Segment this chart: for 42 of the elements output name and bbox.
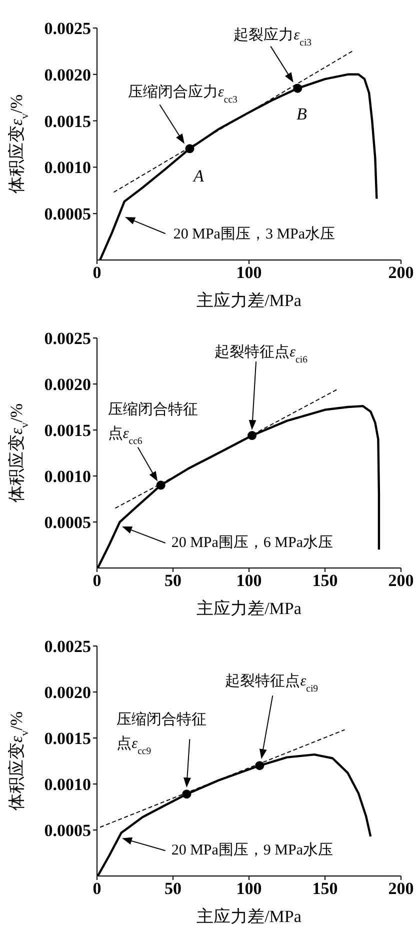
x-tick-label: 200 [388,879,414,898]
x-tick-label: 150 [312,879,338,898]
y-tick-label: 0.0020 [44,683,91,702]
x-tick-label: 50 [164,571,182,590]
y-tick-label: 0.0010 [44,775,91,794]
y-tick-label: 0.0005 [44,821,91,840]
y-tick-label: 0.0025 [44,19,91,38]
x-tick-label: 0 [92,879,102,898]
annotation: A [192,166,205,186]
annotation: B [296,104,308,124]
x-tick-label: 100 [236,879,262,898]
x-axis-title: 主应力差/MPa [196,907,302,926]
annotation: 压缩闭合特征点ε$_{cc6}$ [108,401,198,447]
y-tick-label: 0.0005 [44,204,91,224]
annotation: 20 MPa围压，3 MPa水压 [173,226,336,243]
x-tick-label: 100 [236,571,262,590]
y-tick-label: 0.0025 [44,329,91,348]
y-tick-label: 0.0025 [44,637,91,656]
y-tick-label: 0.0005 [44,513,91,532]
x-tick-label: 0 [92,263,102,282]
y-tick-label: 0.0020 [44,375,91,394]
x-tick-label: 100 [236,263,262,282]
y-tick-label: 0.0010 [44,158,91,178]
annotation: 压缩闭合特征点ε$_{cc9}$ [116,711,207,757]
x-axis-title: 主应力差/MPa [196,291,302,310]
y-tick-label: 0.0010 [44,467,91,486]
annotation: 起裂特征点ε$_{ci9}$ [225,672,318,694]
x-tick-label: 150 [312,571,338,590]
x-axis-title: 主应力差/MPa [196,599,302,618]
y-tick-label: 0.0015 [44,729,91,748]
annotation: 起裂特征点ε$_{ci6}$ [214,344,308,366]
annotation: 压缩闭合应力ε$_{cc3}$ [128,84,238,106]
y-tick-label: 0.0015 [44,112,91,131]
annotation: 起裂应力ε$_{ci3}$ [234,26,312,48]
x-tick-label: 50 [164,879,182,898]
y-tick-label: 0.0015 [44,421,91,440]
annotation: 20 MPa围压，6 MPa水压 [171,534,334,551]
x-tick-label: 0 [92,571,102,590]
annotation: 20 MPa围压，9 MPa水压 [171,842,334,859]
x-tick-label: 200 [388,571,414,590]
x-tick-label: 200 [388,263,414,282]
y-tick-label: 0.0020 [44,65,91,84]
